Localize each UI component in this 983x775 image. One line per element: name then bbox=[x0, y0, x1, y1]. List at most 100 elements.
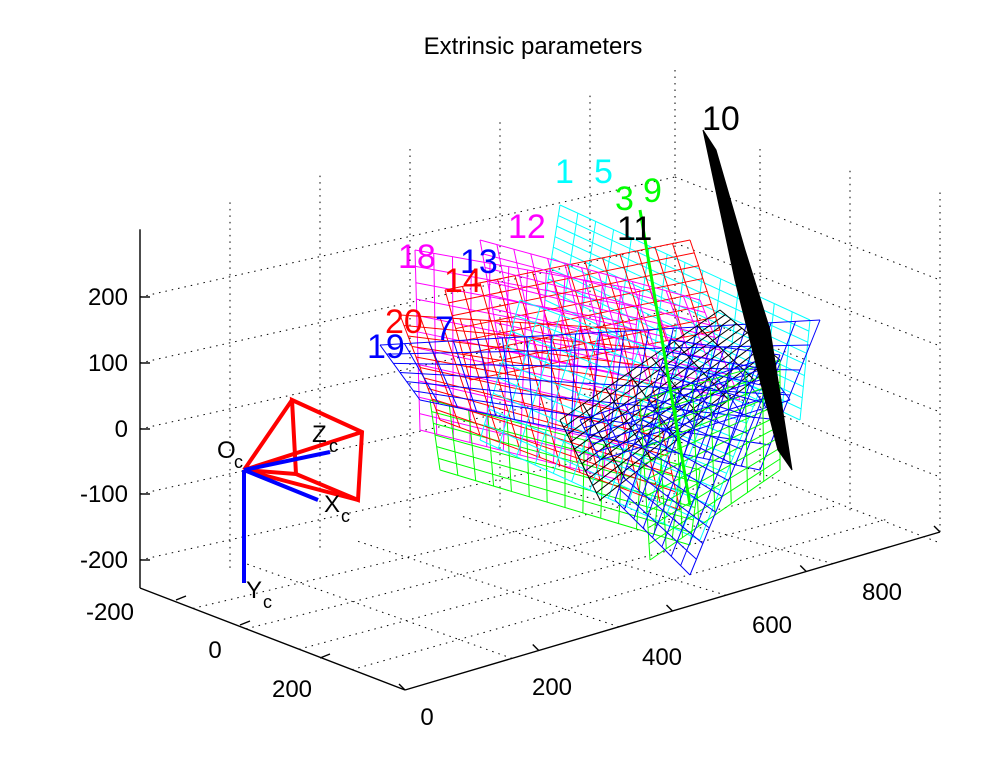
mesh-line bbox=[637, 250, 667, 341]
mesh-line bbox=[647, 397, 672, 438]
mesh-line bbox=[669, 389, 696, 431]
mesh-line bbox=[552, 329, 601, 474]
camera-origin-label: O bbox=[217, 437, 236, 464]
camera-frustum-edge bbox=[243, 468, 297, 476]
x-tick-label: 600 bbox=[752, 612, 792, 639]
grid-line-floor bbox=[246, 563, 513, 659]
y-axis-line bbox=[139, 587, 406, 691]
camera-x-axis bbox=[243, 468, 319, 502]
board-label-7: 7 bbox=[435, 310, 454, 348]
z-tick-label: 100 bbox=[88, 350, 128, 377]
grid-line-floor bbox=[245, 493, 782, 630]
board-label-1: 1 bbox=[555, 153, 574, 191]
mesh-line bbox=[584, 261, 614, 352]
mesh-line bbox=[559, 309, 721, 421]
mesh-line bbox=[489, 294, 721, 351]
mesh-line bbox=[497, 307, 541, 449]
mesh-line bbox=[799, 319, 811, 421]
grid-line-z bbox=[139, 242, 676, 364]
mesh-line bbox=[433, 422, 697, 496]
mesh-line bbox=[634, 442, 723, 497]
camera-frustum-edge bbox=[243, 468, 359, 502]
mesh-line bbox=[643, 403, 781, 465]
mesh-line bbox=[570, 323, 737, 443]
camera-frustum-edge bbox=[243, 430, 363, 472]
mesh-line bbox=[515, 315, 754, 408]
mesh-line bbox=[494, 322, 731, 376]
mesh-line bbox=[595, 391, 785, 453]
mesh-line bbox=[577, 332, 748, 457]
grid-line-z bbox=[139, 308, 676, 430]
mesh-line bbox=[482, 253, 706, 313]
mesh-line bbox=[438, 457, 692, 533]
mesh-line bbox=[499, 349, 741, 401]
board-label-5: 5 bbox=[594, 153, 613, 191]
grid-line-floor bbox=[460, 515, 727, 596]
board-edge-9 bbox=[638, 209, 692, 506]
mesh-line bbox=[544, 204, 561, 301]
mesh-line bbox=[665, 350, 774, 372]
board-label-19: 19 bbox=[367, 328, 405, 366]
mesh-line bbox=[439, 419, 681, 511]
board-label-14: 14 bbox=[444, 262, 482, 300]
mesh-line bbox=[690, 270, 704, 369]
mesh-line bbox=[532, 272, 560, 363]
mesh-line bbox=[579, 419, 601, 461]
camera-z-label-sub: c bbox=[329, 436, 338, 456]
mesh-line bbox=[399, 314, 641, 331]
grid-line-floor bbox=[353, 539, 620, 628]
mesh-line bbox=[619, 254, 650, 345]
mesh-line bbox=[647, 447, 781, 529]
camera-z-label: Z bbox=[312, 421, 327, 448]
mesh-line bbox=[662, 362, 768, 387]
mesh-line bbox=[567, 264, 596, 356]
mesh-line bbox=[434, 434, 696, 508]
camera-x-label-sub: c bbox=[341, 506, 350, 526]
y-tick-label: 200 bbox=[272, 676, 312, 703]
mesh-line bbox=[622, 476, 704, 544]
board-label-13: 13 bbox=[460, 243, 498, 281]
x-tick-label: 400 bbox=[642, 644, 682, 671]
grid-line-floor bbox=[192, 480, 729, 609]
mesh-line bbox=[484, 267, 711, 326]
x-tick-mark bbox=[799, 565, 807, 572]
mesh-line bbox=[488, 408, 714, 508]
mesh-line bbox=[648, 458, 781, 545]
y-tick-mark bbox=[239, 620, 251, 626]
mesh-line bbox=[462, 303, 712, 355]
board-label-10: 10 bbox=[702, 100, 740, 138]
mesh-line bbox=[602, 412, 625, 453]
camera-frame: OcZ cX cY c bbox=[217, 396, 365, 612]
board-grid-10 bbox=[702, 129, 793, 471]
mesh-line bbox=[689, 239, 721, 331]
mesh-line bbox=[614, 499, 691, 576]
mesh-line bbox=[414, 249, 641, 291]
calibration-boards bbox=[379, 129, 821, 576]
grid-line-z bbox=[139, 373, 676, 495]
mesh-line bbox=[466, 316, 716, 368]
mesh-line bbox=[479, 239, 701, 301]
mesh-line bbox=[559, 204, 811, 321]
mesh-line bbox=[435, 409, 677, 493]
mesh-line bbox=[492, 308, 726, 363]
mesh-line bbox=[640, 370, 781, 417]
mesh-line bbox=[644, 414, 781, 481]
grid-line-floor bbox=[567, 491, 834, 565]
mesh-line bbox=[519, 299, 761, 391]
grid-line-floor bbox=[298, 505, 835, 650]
mesh-line bbox=[433, 253, 438, 435]
mesh-line bbox=[641, 381, 781, 433]
board-label-9: 9 bbox=[643, 172, 662, 210]
mesh-line bbox=[493, 392, 721, 491]
mesh-line bbox=[587, 375, 773, 437]
axis-frame bbox=[139, 230, 941, 691]
mesh-line bbox=[714, 374, 743, 416]
mesh-line bbox=[642, 419, 736, 466]
mesh-line bbox=[708, 278, 722, 378]
mesh-line bbox=[549, 268, 578, 359]
x-tick-mark bbox=[398, 683, 406, 691]
camera-x-label: X bbox=[324, 491, 340, 518]
y-tick-mark bbox=[319, 653, 331, 659]
x-tick-label: 0 bbox=[420, 704, 433, 731]
grid-line-z bbox=[139, 176, 676, 298]
